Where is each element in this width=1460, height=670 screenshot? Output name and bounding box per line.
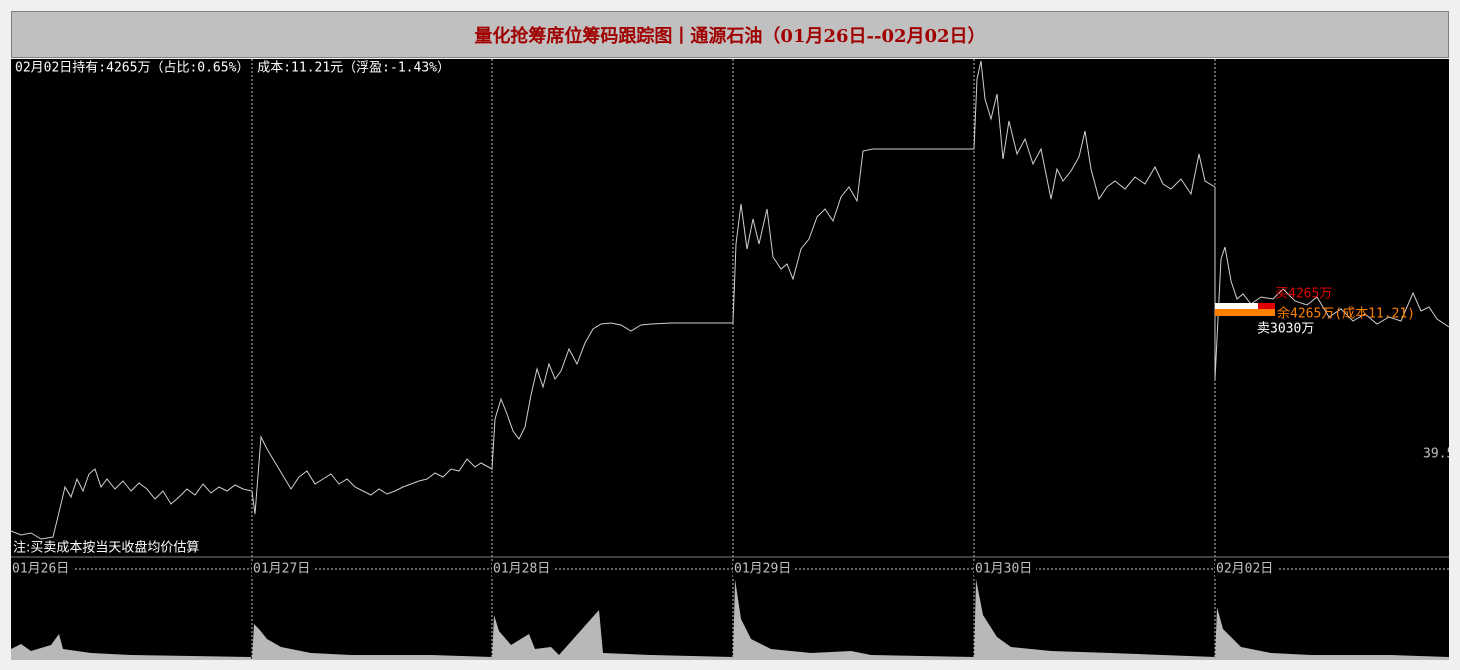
date-label: 01月26日 bbox=[12, 562, 69, 577]
volume bbox=[974, 579, 1215, 660]
date-labels: 01月26日 01月27日 01月28日 01月29日 01月30日 02月02日 bbox=[11, 561, 1277, 577]
title-bar: 量化抢筹席位筹码跟踪图丨通源石油（01月26日--02月02日） bbox=[11, 11, 1449, 58]
volume bbox=[733, 579, 974, 660]
holding-info: 02月02日持有:4265万（占比:0.65%） 成本:11.21元（浮盈:-1… bbox=[15, 61, 450, 76]
background bbox=[11, 59, 1449, 660]
date-label-bg bbox=[252, 561, 314, 577]
price-line bbox=[11, 60, 1449, 540]
remain-bar bbox=[1215, 309, 1275, 316]
sell-label: 卖3030万 bbox=[1257, 322, 1314, 337]
day-dividers bbox=[251, 59, 1216, 660]
date-label-bg bbox=[1215, 561, 1277, 577]
date-label-bg bbox=[11, 561, 73, 577]
title: 量化抢筹席位筹码跟踪图丨通源石油（01月26日--02月02日） bbox=[474, 25, 986, 47]
date-label: 02月02日 bbox=[1216, 562, 1273, 577]
note: 注:买卖成本按当天收盘均价估算 bbox=[13, 540, 199, 556]
date-label: 01月30日 bbox=[975, 562, 1032, 577]
remain-label: 余4265万(成本11.21) bbox=[1277, 306, 1415, 322]
buy-label: 买4265万 bbox=[1275, 287, 1332, 302]
buy-bar bbox=[1258, 303, 1275, 309]
date-label: 01月28日 bbox=[493, 562, 550, 577]
chart-area: 02月02日持有:4265万（占比:0.65%） 成本:11.21元（浮盈:-1… bbox=[11, 59, 1449, 660]
side-value: 39.5 bbox=[1423, 447, 1449, 462]
date-label: 01月29日 bbox=[734, 562, 791, 577]
date-label: 01月27日 bbox=[253, 562, 310, 577]
date-label-bg bbox=[974, 561, 1036, 577]
volume bbox=[492, 610, 733, 660]
volume bbox=[11, 634, 252, 660]
volume bbox=[252, 624, 492, 660]
buy-bar-white bbox=[1215, 303, 1258, 309]
volume bbox=[1215, 607, 1449, 660]
date-label-bg bbox=[492, 561, 554, 577]
volume-area bbox=[11, 579, 1449, 660]
date-label-bg bbox=[733, 561, 795, 577]
